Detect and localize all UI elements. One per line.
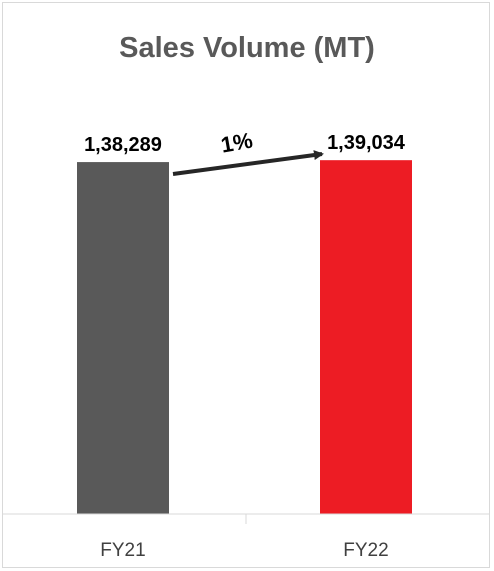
growth-annotation: 1% bbox=[219, 128, 255, 158]
growth-arrow bbox=[172, 150, 324, 176]
data-label-fy21: 1,38,289 bbox=[84, 134, 162, 156]
x-tick-fy22: FY22 bbox=[343, 540, 388, 561]
bar-fy21 bbox=[77, 162, 169, 514]
chart-title: Sales Volume (MT) bbox=[119, 32, 375, 64]
bar-fy22 bbox=[320, 160, 412, 514]
x-tick-fy21: FY21 bbox=[100, 540, 145, 561]
data-label-fy22: 1,39,034 bbox=[327, 132, 406, 154]
